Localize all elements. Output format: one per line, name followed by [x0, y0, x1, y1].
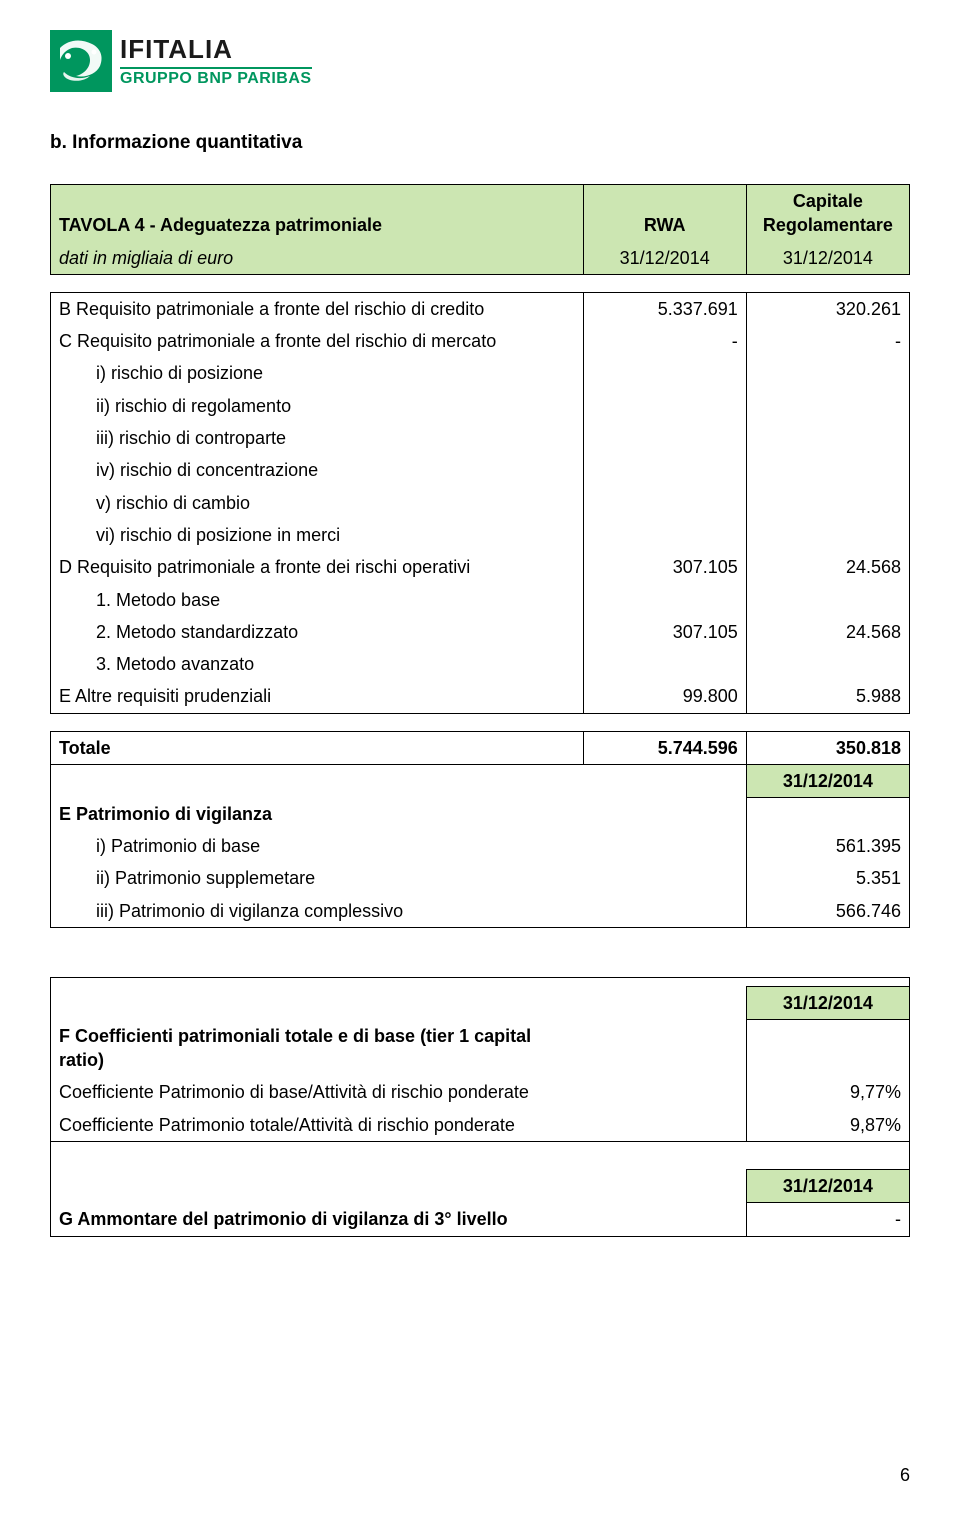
row-cv: v) rischio di cambio — [51, 487, 910, 519]
subtitle: dati in migliaia di euro — [51, 242, 584, 275]
row-f-date: 31/12/2014 — [51, 987, 910, 1020]
page-number: 6 — [900, 1465, 910, 1486]
brand-name: IFITALIA — [120, 34, 312, 65]
logo-text: IFITALIA GRUPPO BNP PARIBAS — [120, 34, 312, 88]
f1-v2: 9,77% — [746, 1076, 909, 1108]
row-ciii-label: iii) rischio di controparte — [51, 422, 584, 454]
row-b-label: B Requisito patrimoniale a fronte del ri… — [51, 292, 584, 325]
row-cii: ii) rischio di regolamento — [51, 390, 910, 422]
row-b-v2: 320.261 — [746, 292, 909, 325]
g-label: G Ammontare del patrimonio di vigilanza … — [51, 1203, 584, 1236]
row-d2: 2. Metodo standardizzato 307.105 24.568 — [51, 616, 910, 648]
f1-label: Coefficiente Patrimonio di base/Attività… — [51, 1076, 584, 1108]
row-d3-label: 3. Metodo avanzato — [51, 648, 584, 680]
row-b-v1: 5.337.691 — [583, 292, 746, 325]
row-totale-v1: 5.744.596 — [583, 731, 746, 764]
row-eiii: iii) Patrimonio di vigilanza complessivo… — [51, 895, 910, 928]
row-cvi: vi) rischio di posizione in merci — [51, 519, 910, 551]
row-civ-label: iv) rischio di concentrazione — [51, 454, 584, 486]
row-c: C Requisito patrimoniale a fronte del ri… — [51, 325, 910, 357]
row-f: F Coefficienti patrimoniali totale e di … — [51, 1020, 910, 1077]
row-f1: Coefficiente Patrimonio di base/Attività… — [51, 1076, 910, 1108]
adequacy-table: TAVOLA 4 - Adeguatezza patrimoniale RWA … — [50, 184, 910, 1237]
row-ciii: iii) rischio di controparte — [51, 422, 910, 454]
page-container: IFITALIA GRUPPO BNP PARIBAS b. Informazi… — [0, 0, 960, 1516]
row-d2-v1: 307.105 — [583, 616, 746, 648]
ei-label: i) Patrimonio di base — [51, 830, 584, 862]
row-d1: 1. Metodo base — [51, 584, 910, 616]
row-c-v1: - — [583, 325, 746, 357]
f2-v2: 9,87% — [746, 1109, 909, 1142]
row-ci: i) rischio di posizione — [51, 357, 910, 389]
brand-logo-icon — [50, 30, 112, 92]
row-totale: Totale 5.744.596 350.818 — [51, 731, 910, 764]
row-cv-label: v) rischio di cambio — [51, 487, 584, 519]
row-e-other: E Altre requisiti prudenziali 99.800 5.9… — [51, 680, 910, 713]
row-eii: ii) Patrimonio supplemetare 5.351 — [51, 862, 910, 894]
date-col2: 31/12/2014 — [746, 242, 909, 275]
spacer — [51, 713, 910, 731]
e-vig-label: E Patrimonio di vigilanza — [51, 798, 584, 830]
row-f-outer — [51, 978, 910, 987]
eiii-label: iii) Patrimonio di vigilanza complessivo — [51, 895, 584, 928]
row-civ: iv) rischio di concentrazione — [51, 454, 910, 486]
eii-label: ii) Patrimonio supplemetare — [51, 862, 584, 894]
row-d-v2: 24.568 — [746, 551, 909, 583]
table-header-row: TAVOLA 4 - Adeguatezza patrimoniale RWA … — [51, 185, 910, 242]
row-c-v2: - — [746, 325, 909, 357]
section-title: b. Informazione quantitativa — [50, 132, 910, 154]
row-b: B Requisito patrimoniale a fronte del ri… — [51, 292, 910, 325]
spacer — [51, 928, 910, 978]
col-header-capital-l2: Regolamentare — [763, 215, 893, 235]
row-d-v1: 307.105 — [583, 551, 746, 583]
row-d3: 3. Metodo avanzato — [51, 648, 910, 680]
row-fg-spacer — [51, 1142, 910, 1170]
f-label: F Coefficienti patrimoniali totale e di … — [51, 1020, 584, 1077]
col-header-capital-l1: Capitale — [793, 191, 863, 211]
row-g-date: 31/12/2014 — [51, 1170, 910, 1203]
logo-block: IFITALIA GRUPPO BNP PARIBAS — [50, 30, 910, 92]
eiii-v2: 566.746 — [746, 895, 909, 928]
row-e-vig: E Patrimonio di vigilanza — [51, 798, 910, 830]
col-header-rwa: RWA — [583, 185, 746, 242]
row-d2-v2: 24.568 — [746, 616, 909, 648]
row-c-label: C Requisito patrimoniale a fronte del ri… — [51, 325, 584, 357]
row-f2: Coefficiente Patrimonio totale/Attività … — [51, 1109, 910, 1142]
row-cii-label: ii) rischio di regolamento — [51, 390, 584, 422]
group-name: GRUPPO BNP PARIBAS — [120, 67, 312, 88]
row-e-other-label: E Altre requisiti prudenziali — [51, 680, 584, 713]
f2-label: Coefficiente Patrimonio totale/Attività … — [51, 1109, 584, 1142]
row-e-other-v1: 99.800 — [583, 680, 746, 713]
ei-v2: 561.395 — [746, 830, 909, 862]
row-e-vig-date: 31/12/2014 — [51, 765, 910, 798]
table-subheader-row: dati in migliaia di euro 31/12/2014 31/1… — [51, 242, 910, 275]
row-totale-v2: 350.818 — [746, 731, 909, 764]
row-totale-label: Totale — [51, 731, 584, 764]
row-cvi-label: vi) rischio di posizione in merci — [51, 519, 584, 551]
eii-v2: 5.351 — [746, 862, 909, 894]
row-d2-label: 2. Metodo standardizzato — [51, 616, 584, 648]
e-vig-date: 31/12/2014 — [746, 765, 909, 798]
row-ei: i) Patrimonio di base 561.395 — [51, 830, 910, 862]
row-d1-label: 1. Metodo base — [51, 584, 584, 616]
f-date: 31/12/2014 — [746, 987, 909, 1020]
row-d: D Requisito patrimoniale a fronte dei ri… — [51, 551, 910, 583]
date-col1: 31/12/2014 — [583, 242, 746, 275]
row-e-other-v2: 5.988 — [746, 680, 909, 713]
g-date: 31/12/2014 — [746, 1170, 909, 1203]
spacer — [51, 274, 910, 292]
row-g: G Ammontare del patrimonio di vigilanza … — [51, 1203, 910, 1236]
row-d-label: D Requisito patrimoniale a fronte dei ri… — [51, 551, 584, 583]
row-ci-label: i) rischio di posizione — [51, 357, 584, 389]
col-header-capital: Capitale Regolamentare — [746, 185, 909, 242]
table-title: TAVOLA 4 - Adeguatezza patrimoniale — [51, 185, 584, 242]
g-v2: - — [746, 1203, 909, 1236]
